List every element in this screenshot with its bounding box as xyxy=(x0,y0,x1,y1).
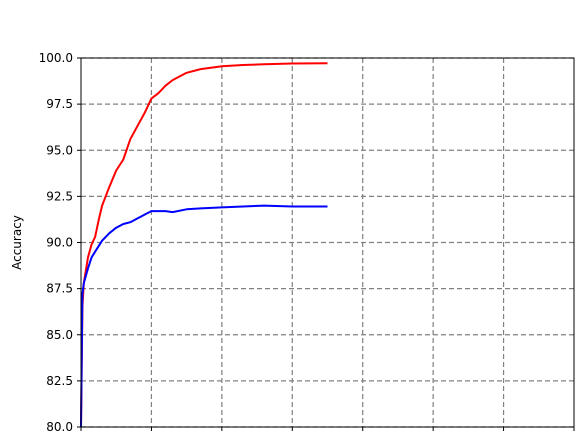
y-tick-label: 80.0 xyxy=(46,420,73,431)
y-axis: 80.0 82.5 85.0 87.5 90.0 92.5 95.0 97.5 100.0 xyxy=(39,51,81,431)
series-line-0 xyxy=(80,62,328,428)
grid-lines xyxy=(81,57,574,428)
y-tick-label: 97.5 xyxy=(46,97,73,111)
y-axis-label: Accuracy xyxy=(10,215,24,270)
x-axis xyxy=(80,427,575,431)
y-tick-label: 85.0 xyxy=(46,328,73,342)
y-tick-label: 95.0 xyxy=(46,143,73,157)
series-lines xyxy=(80,62,328,428)
series-line-1 xyxy=(80,204,328,428)
y-tick-label: 82.5 xyxy=(46,374,73,388)
y-tick-label: 100.0 xyxy=(39,51,73,65)
y-tick-label: 90.0 xyxy=(46,236,73,250)
y-tick-label: 92.5 xyxy=(46,189,73,203)
y-tick-label: 87.5 xyxy=(46,282,73,296)
